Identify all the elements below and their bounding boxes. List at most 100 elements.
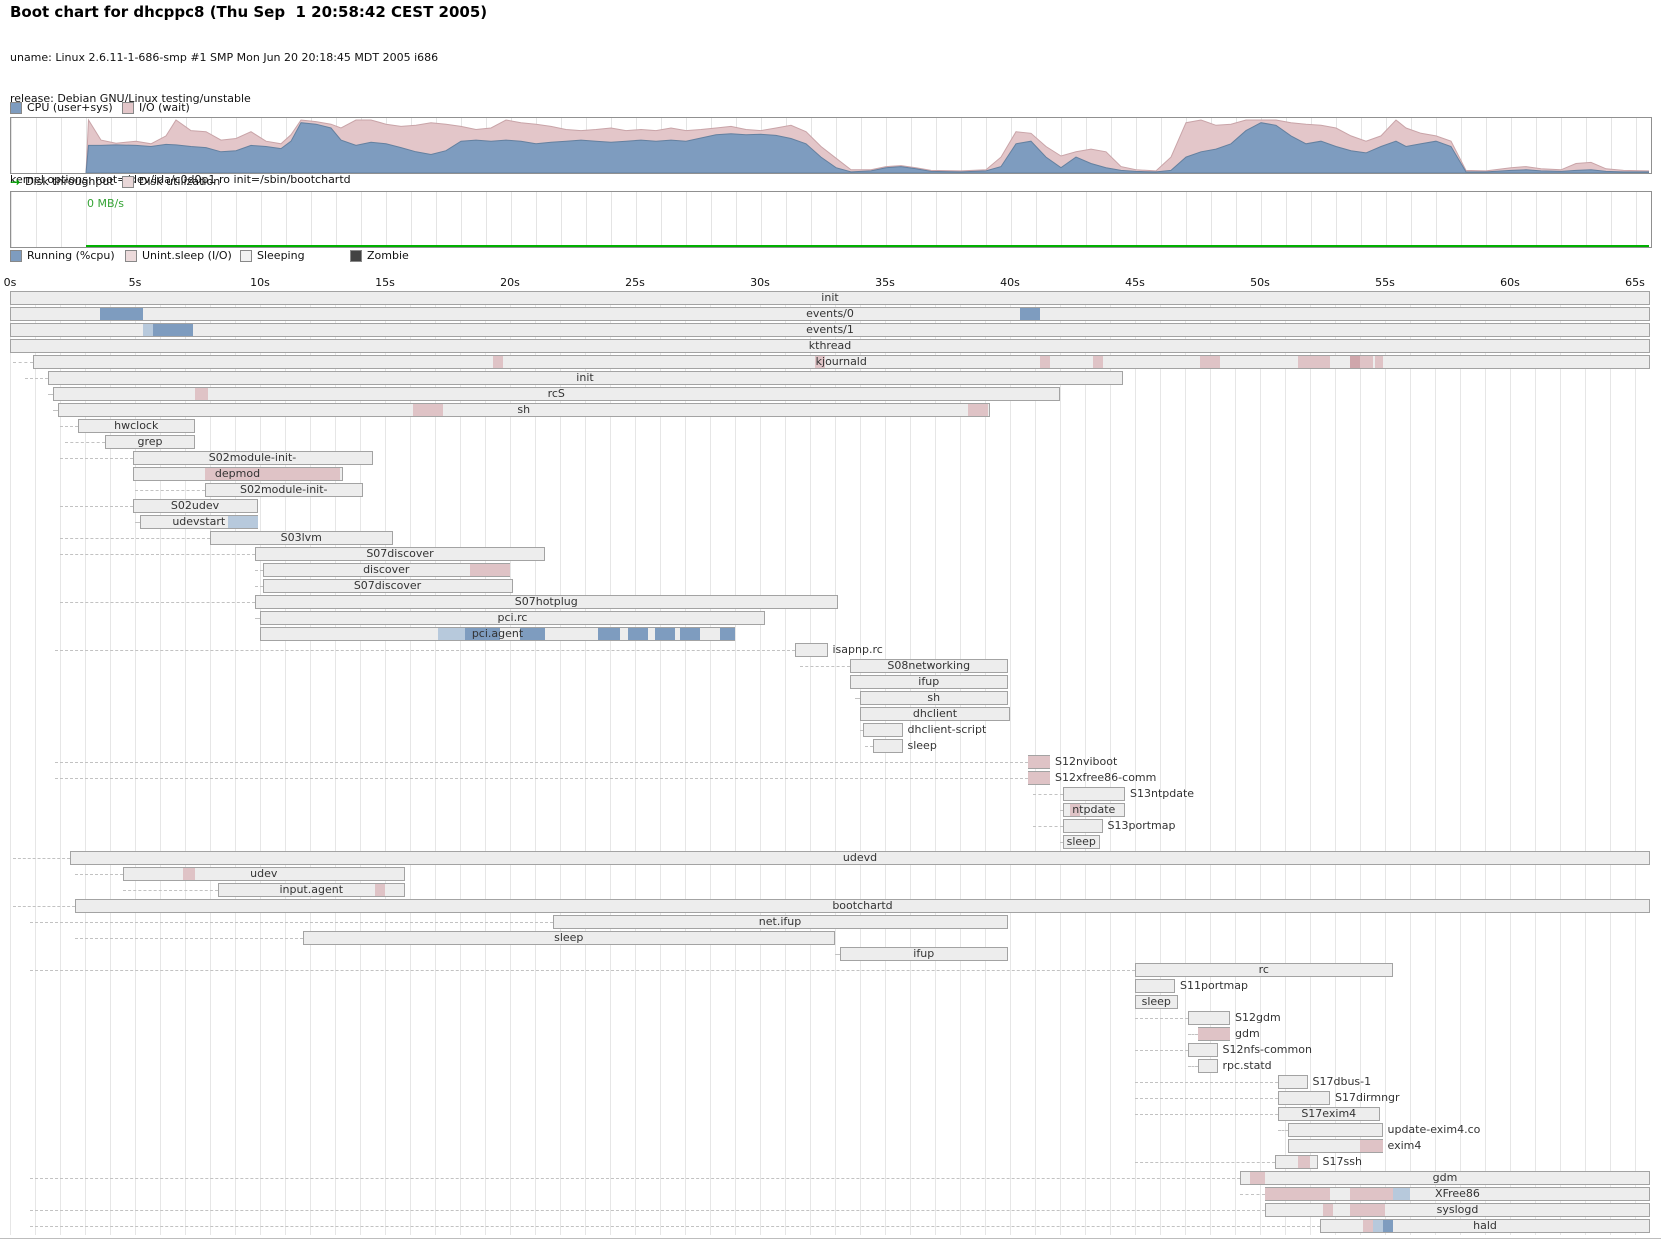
state-segment-io (195, 388, 208, 400)
process-bar-rpc.statd (1197, 1059, 1218, 1073)
state-segment-io (1350, 1204, 1385, 1216)
legend-item: → Disk throughput (10, 175, 114, 188)
process-bar-S07discover (255, 547, 545, 561)
process-label: sleep (1066, 835, 1096, 848)
process-bar-hwclock (77, 419, 195, 433)
dependency-line (55, 650, 795, 651)
process-bar-S17dirmngr (1277, 1091, 1330, 1105)
process-label: udevd (842, 851, 878, 864)
process-label: S12nviboot (1055, 755, 1118, 768)
process-bar-S02module-init- (132, 451, 373, 465)
process-label: net.ifup (758, 915, 802, 928)
state-segment-iod (1350, 356, 1360, 368)
process-bar-S07hotplug (255, 595, 838, 609)
process-bar-events/1 (10, 323, 1650, 337)
process-label: S12xfree86-comm (1055, 771, 1157, 784)
state-segment-io (1200, 356, 1220, 368)
dependency-line (855, 698, 860, 699)
state-segment-io (412, 404, 443, 416)
legend-item: Zombie (350, 249, 409, 262)
process-label: exim4 (1387, 1139, 1422, 1152)
legend-item: Sleeping (240, 249, 305, 262)
process-bar-S02udev (132, 499, 258, 513)
dependency-line (255, 570, 263, 571)
process-label: udev (250, 867, 278, 880)
process-label: sh (927, 691, 941, 704)
dependency-line (1187, 1066, 1198, 1067)
process-bar-S13portmap (1062, 819, 1103, 833)
process-label: gdm (1432, 1171, 1458, 1184)
cpu-io-area-chart (85, 118, 1649, 173)
state-segment-run (465, 628, 500, 640)
state-segment-io (1297, 1156, 1310, 1168)
process-label: kthread (808, 339, 852, 352)
process-label: kjournald (815, 355, 867, 368)
time-tick-label: 55s (1375, 276, 1395, 289)
process-bar-net.ifup (552, 915, 1008, 929)
state-segment-io (492, 356, 503, 368)
process-label: rc (1258, 963, 1269, 976)
process-bar-S08networking (850, 659, 1008, 673)
legend-item: CPU (user+sys) (10, 101, 113, 114)
disk-throughput-chart: 0 MB/s (10, 191, 1652, 248)
state-segment-run (680, 628, 700, 640)
process-label: sleep (554, 931, 584, 944)
dependency-line (75, 874, 123, 875)
process-label: dhclient-script (907, 723, 987, 736)
dependency-line (60, 554, 255, 555)
process-label: bootchartd (832, 899, 893, 912)
process-label: ntpdate (1072, 803, 1116, 816)
dependency-line (1032, 826, 1063, 827)
legend-swatch-icon (122, 175, 134, 188)
state-segment-io (815, 356, 825, 368)
process-label: S02module-init- (239, 483, 328, 496)
dependency-line (30, 1226, 1320, 1227)
legend-item: Running (%cpu) (10, 249, 115, 262)
state-segment-io (967, 404, 988, 416)
state-segment-run (520, 628, 545, 640)
process-bar-events/0 (10, 307, 1650, 321)
dependency-line (255, 618, 260, 619)
process-bar-init (47, 371, 1123, 385)
process-bar-udevstart (140, 515, 258, 529)
process-bar-grep (105, 435, 195, 449)
process-label: pci.agent (471, 627, 524, 640)
time-tick-label: 20s (500, 276, 520, 289)
dependency-line (865, 746, 873, 747)
dependency-line (65, 442, 105, 443)
process-bar-S11portmap (1135, 979, 1175, 993)
legend-swatch-icon (10, 249, 22, 262)
process-label: S07hotplug (514, 595, 578, 608)
state-segment-io (205, 468, 340, 480)
dependency-line (12, 362, 33, 363)
process-label: hald (1473, 1219, 1497, 1232)
process-label: depmod (214, 467, 261, 480)
process-bar-S12xfree86-comm (1027, 771, 1050, 785)
process-bar-udevd (70, 851, 1650, 865)
time-tick-label: 25s (625, 276, 645, 289)
state-segment-runl (1372, 1220, 1383, 1232)
dependency-line (1240, 1194, 1265, 1195)
dependency-line (55, 778, 1028, 779)
dependency-line (12, 858, 70, 859)
process-label: isapnp.rc (832, 643, 883, 656)
process-bar-sleep (1135, 995, 1178, 1009)
process-bar-gdm (1240, 1171, 1650, 1185)
process-bar-ifup (850, 675, 1008, 689)
process-label: init (576, 371, 594, 384)
state-segment-io (1027, 772, 1050, 784)
dependency-line (52, 410, 58, 411)
process-bar-isapnp.rc (795, 643, 828, 657)
process-label: S07discover (353, 579, 422, 592)
dependency-line (255, 586, 263, 587)
dependency-line (60, 458, 133, 459)
state-segment-io (1027, 756, 1050, 768)
state-segment-runl (1392, 1188, 1410, 1200)
process-bar-exim4 (1287, 1139, 1383, 1153)
process-bar-hald (1320, 1219, 1650, 1233)
dependency-line (1032, 794, 1063, 795)
state-segment-io (1350, 1188, 1393, 1200)
process-label: sh (517, 403, 531, 416)
legend-swatch-icon (125, 249, 137, 262)
process-label: S17ssh (1322, 1155, 1362, 1168)
